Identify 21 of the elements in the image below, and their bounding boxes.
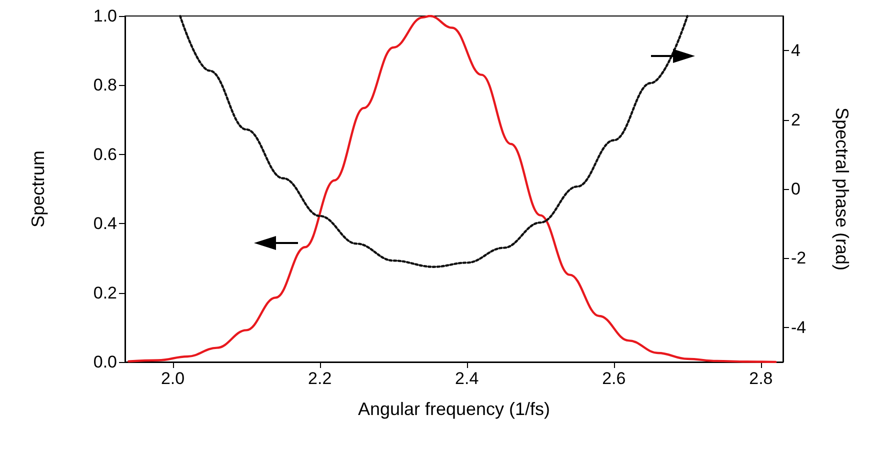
y2-tick-label: -2 (791, 248, 806, 268)
x-tick-label: 2.6 (602, 369, 626, 388)
y-tick-label: 0.6 (93, 144, 117, 164)
y-tick-label: 1.0 (93, 6, 117, 26)
y-tick-label: 0.4 (93, 214, 117, 234)
y-tick-label: 0.0 (93, 352, 117, 372)
y-tick-label: 0.8 (93, 76, 117, 95)
y2-axis-title: Spectral phase (rad) (832, 107, 852, 271)
line-series (179, 14, 689, 268)
y2-tick-label: 0 (791, 180, 800, 198)
y2-tick-label: -4 (791, 318, 806, 337)
line-series (128, 14, 777, 364)
y-tick-label: 0.2 (93, 283, 117, 302)
x-axis-title: Angular frequency (1/fs) (358, 399, 550, 419)
y2-tick-label: 4 (791, 41, 800, 60)
x-tick-label: 2.8 (749, 369, 773, 388)
y-axis-title: Spectrum (28, 150, 48, 228)
x-tick-label: 2.0 (160, 369, 185, 388)
x-tick-label: 2.4 (455, 369, 479, 388)
x-tick-label: 2.2 (308, 369, 332, 388)
y2-tick-label: 2 (791, 110, 800, 130)
